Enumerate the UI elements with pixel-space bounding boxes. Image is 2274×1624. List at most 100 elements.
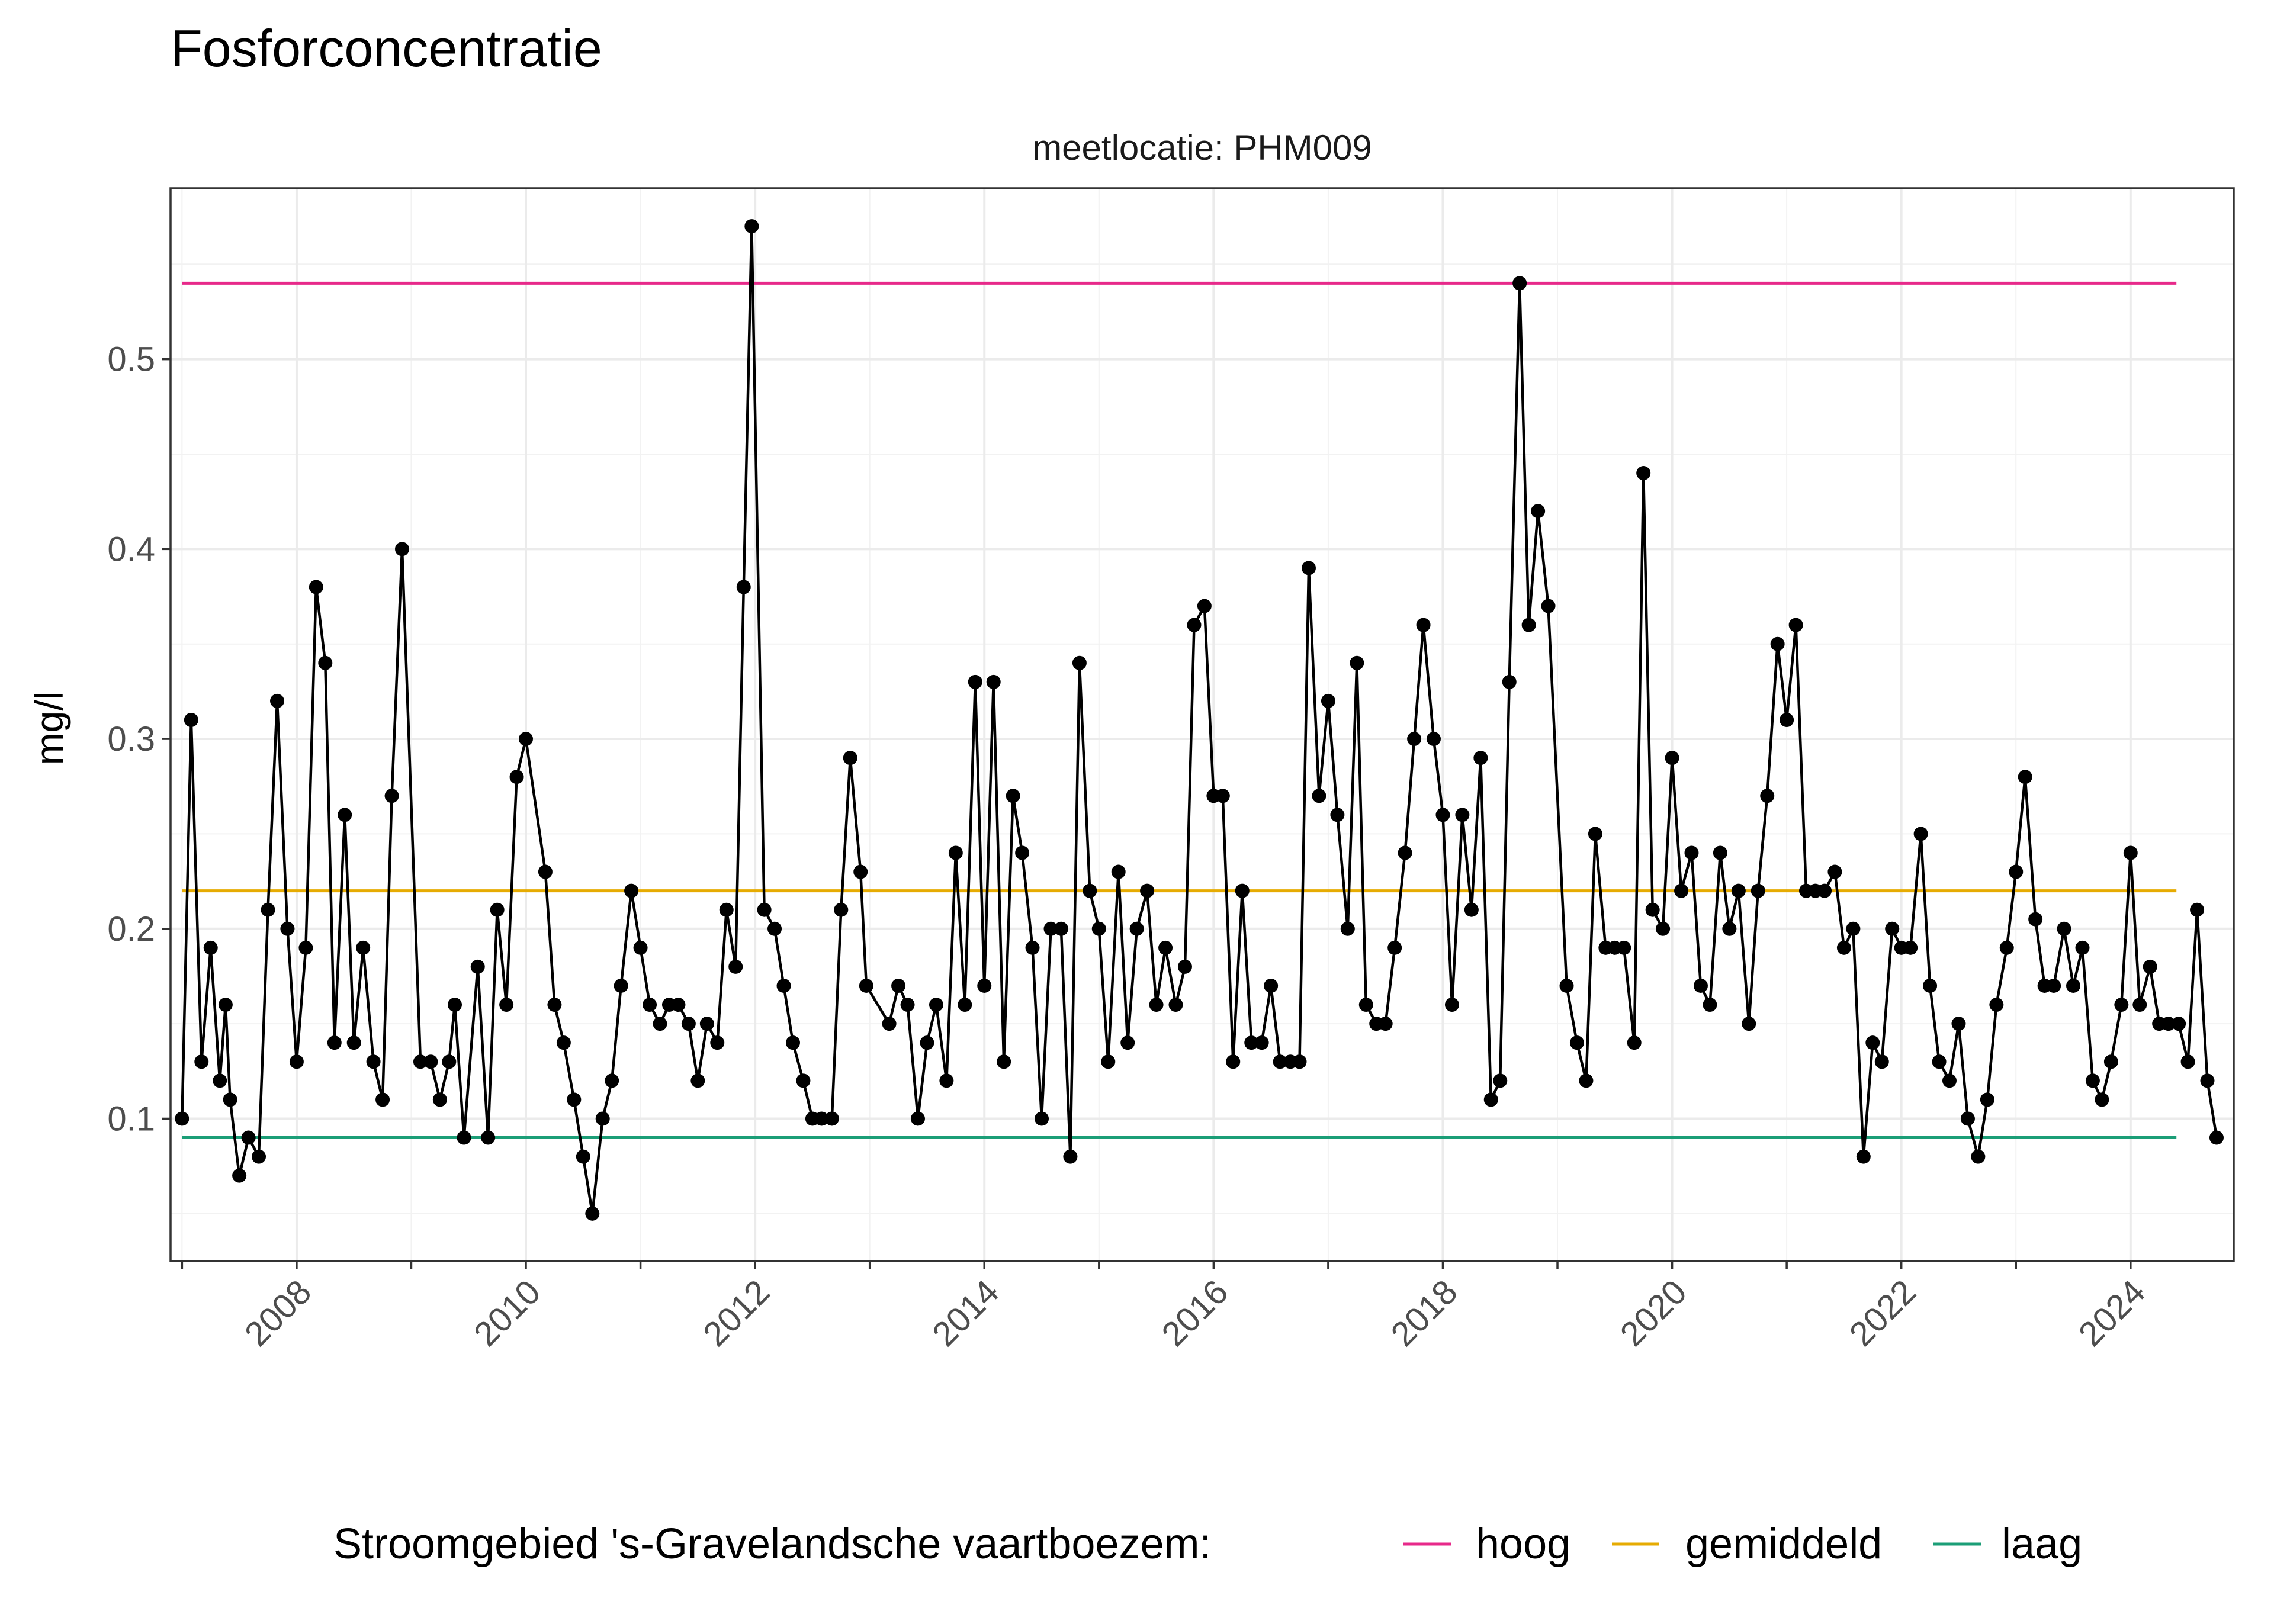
data-point <box>1980 1092 1994 1107</box>
data-point <box>2200 1073 2215 1088</box>
data-point <box>719 902 734 917</box>
data-point <box>567 1092 582 1107</box>
data-point <box>1874 1054 1889 1069</box>
data-point <box>1885 921 1900 936</box>
x-tick-label: 2014 <box>925 1272 1006 1353</box>
data-point <box>309 580 323 594</box>
data-point <box>1483 1092 1498 1107</box>
data-point <box>261 902 275 917</box>
data-point <box>958 998 972 1012</box>
data-series <box>175 219 2224 1221</box>
data-point <box>859 978 873 993</box>
data-point <box>986 674 1001 689</box>
data-point <box>481 1130 496 1145</box>
data-point <box>605 1073 619 1088</box>
data-point <box>1751 883 1765 898</box>
data-point <box>1426 732 1441 747</box>
data-point <box>2095 1092 2109 1107</box>
data-point <box>1951 1017 1966 1031</box>
data-point <box>1817 883 1832 898</box>
data-point <box>1006 789 1020 803</box>
data-point <box>910 1111 925 1126</box>
data-point <box>1264 978 1279 993</box>
data-point <box>1665 751 1679 766</box>
data-point <box>375 1092 390 1107</box>
data-point <box>490 902 505 917</box>
data-point <box>997 1054 1011 1069</box>
data-point <box>853 864 868 879</box>
plot-panel-border <box>169 187 2235 1262</box>
reference-lines <box>182 281 2177 1140</box>
data-point <box>1235 883 1250 898</box>
data-point <box>2172 1017 2186 1031</box>
data-point <box>366 1054 381 1069</box>
data-point <box>1521 618 1536 632</box>
data-point <box>1960 1111 1975 1126</box>
data-point <box>796 1073 811 1088</box>
data-point <box>223 1092 237 1107</box>
data-point <box>1226 1054 1241 1069</box>
data-point <box>356 940 371 955</box>
data-point <box>843 751 857 766</box>
data-point <box>1158 940 1173 955</box>
legend-label-laag: laag <box>2002 1520 2082 1568</box>
data-point <box>1312 789 1326 803</box>
data-point <box>2209 1130 2224 1145</box>
y-tick-label: 0.2 <box>107 910 155 948</box>
data-point <box>1292 1054 1307 1069</box>
data-point <box>1627 1035 1642 1050</box>
data-point <box>1559 978 1574 993</box>
data-point <box>1731 883 1746 898</box>
data-point <box>1129 921 1144 936</box>
data-point <box>1713 845 1727 860</box>
data-point <box>814 1111 829 1126</box>
data-point <box>1120 1035 1135 1050</box>
data-point <box>757 902 772 917</box>
data-point <box>585 1206 600 1221</box>
data-point <box>2057 921 2071 936</box>
data-point <box>442 1054 457 1069</box>
data-point <box>2123 845 2138 860</box>
data-point <box>1493 1073 1508 1088</box>
data-point <box>643 998 657 1012</box>
data-point <box>690 1073 705 1088</box>
y-tick-label: 0.3 <box>107 720 155 758</box>
data-point <box>2085 1073 2100 1088</box>
data-point <box>1836 940 1851 955</box>
data-point <box>1541 599 1556 613</box>
data-point <box>1350 655 1364 670</box>
data-point <box>1923 978 1938 993</box>
data-point <box>653 1017 667 1031</box>
data-point <box>1140 883 1155 898</box>
data-point <box>767 921 782 936</box>
data-point <box>1063 1149 1078 1164</box>
data-point <box>1043 921 1058 936</box>
data-point <box>2066 978 2081 993</box>
data-point <box>1942 1073 1957 1088</box>
data-point <box>1101 1054 1116 1069</box>
data-point <box>1770 636 1785 651</box>
data-point <box>1435 808 1450 822</box>
data-point <box>547 998 562 1012</box>
data-point <box>1703 998 1717 1012</box>
axes: 0.1 0.2 0.3 0.4 0.5 2008 2010 2012 2014 2016 2018 2… <box>107 340 2153 1354</box>
data-point <box>1321 693 1335 708</box>
data-point <box>1512 276 1527 291</box>
data-point <box>1903 940 1918 955</box>
data-point <box>241 1130 256 1145</box>
data-point <box>1656 921 1671 936</box>
data-point <box>900 998 915 1012</box>
data-point <box>1569 1035 1584 1050</box>
data-point <box>2009 864 2024 879</box>
data-point <box>1358 998 1373 1012</box>
x-tick-label: 2024 <box>2071 1272 2153 1353</box>
legend-title: Stroomgebied 's-Gravelandsche vaartboeze… <box>333 1520 1212 1568</box>
data-point <box>920 1035 934 1050</box>
data-point <box>1579 1073 1594 1088</box>
data-point <box>184 712 198 727</box>
legend-label-hoog: hoog <box>1476 1520 1570 1568</box>
data-point <box>1072 655 1087 670</box>
data-point <box>1684 845 1699 860</box>
data-point <box>1091 921 1106 936</box>
